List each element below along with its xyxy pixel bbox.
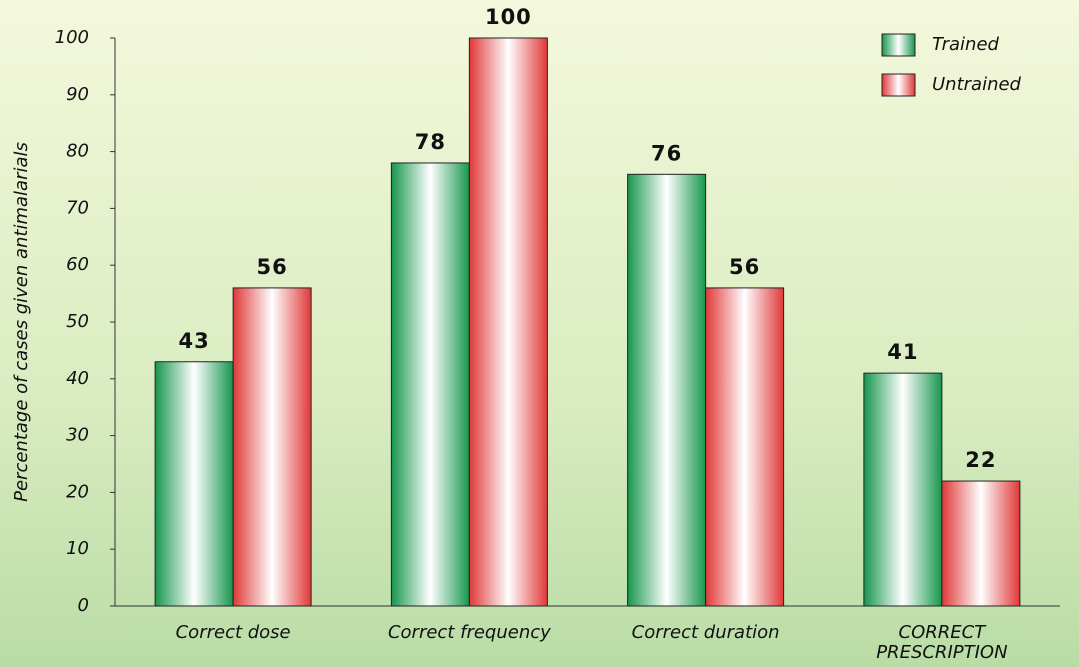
value-label: 22 xyxy=(965,448,996,472)
value-label: 56 xyxy=(257,255,288,279)
x-tick-label: Correct duration xyxy=(631,622,780,643)
y-tick-label: 40 xyxy=(66,368,89,389)
y-tick-label: 30 xyxy=(66,425,89,446)
y-axis-label: Percentage of cases given antimalarials xyxy=(11,142,32,502)
legend-label: Trained xyxy=(932,34,1000,55)
bar xyxy=(705,287,785,607)
y-tick-label: 20 xyxy=(66,481,89,502)
bar xyxy=(627,173,707,607)
y-tick-label: 100 xyxy=(55,27,89,48)
bar xyxy=(154,361,234,607)
value-label: 56 xyxy=(729,255,760,279)
legend-swatch xyxy=(881,73,916,97)
y-tick-label: 50 xyxy=(66,311,89,332)
legend-label: Untrained xyxy=(932,74,1022,95)
y-tick-label: 60 xyxy=(66,254,89,275)
x-tick-label: Correct dose xyxy=(175,622,291,643)
value-label: 100 xyxy=(485,5,532,29)
x-tick-label: CORRECT PRESCRIPTION xyxy=(876,622,1008,663)
y-tick-label: 70 xyxy=(66,197,89,218)
value-label: 78 xyxy=(415,130,446,154)
y-tick-label: 10 xyxy=(66,538,89,559)
value-label: 43 xyxy=(179,329,210,353)
bar xyxy=(863,372,943,607)
y-tick-label: 80 xyxy=(66,141,89,162)
bar xyxy=(232,287,312,607)
y-tick-label: 0 xyxy=(78,595,89,616)
bar xyxy=(468,37,548,607)
value-label: 76 xyxy=(651,141,682,165)
bar xyxy=(941,480,1021,607)
legend-swatch xyxy=(881,33,916,57)
x-tick-label: Correct frequency xyxy=(387,622,551,643)
bar xyxy=(390,162,470,607)
y-tick-label: 90 xyxy=(66,84,89,105)
value-label: 41 xyxy=(887,340,918,364)
